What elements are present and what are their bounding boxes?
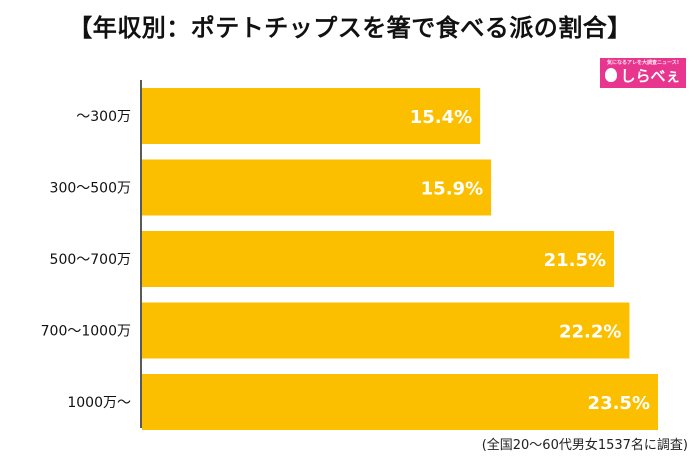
value-label-4: 22.2% xyxy=(559,322,621,343)
bar-3 xyxy=(142,231,615,287)
value-label-1: 15.4% xyxy=(410,107,472,128)
value-label-2: 15.9% xyxy=(421,179,483,200)
survey-note: (全国20〜60代男女1537名に調査) xyxy=(481,438,688,453)
bar-4 xyxy=(142,302,630,359)
logo-mark-icon xyxy=(605,68,618,82)
bar-5 xyxy=(142,374,658,430)
logo-text: しらべぇ xyxy=(620,66,681,85)
value-label-5: 23.5% xyxy=(588,393,650,414)
category-label-3: 500〜700万 xyxy=(50,252,131,268)
shirabee-logo: 気になるアレを大調査ニュース! しらべぇ xyxy=(600,58,686,88)
bar-1 xyxy=(142,88,481,144)
category-label-4: 700〜1000万 xyxy=(41,324,131,340)
logo-tagline: 気になるアレを大調査ニュース! xyxy=(606,60,680,66)
bar-2 xyxy=(142,159,492,216)
value-label-3: 21.5% xyxy=(544,250,606,271)
category-label-2: 300〜500万 xyxy=(50,181,131,197)
category-label-5: 1000万〜 xyxy=(67,395,131,411)
chart-title: 【年収別：ポテトチップスを箸で食べる派の割合】 xyxy=(68,14,632,42)
category-label-1: 〜300万 xyxy=(76,109,131,125)
